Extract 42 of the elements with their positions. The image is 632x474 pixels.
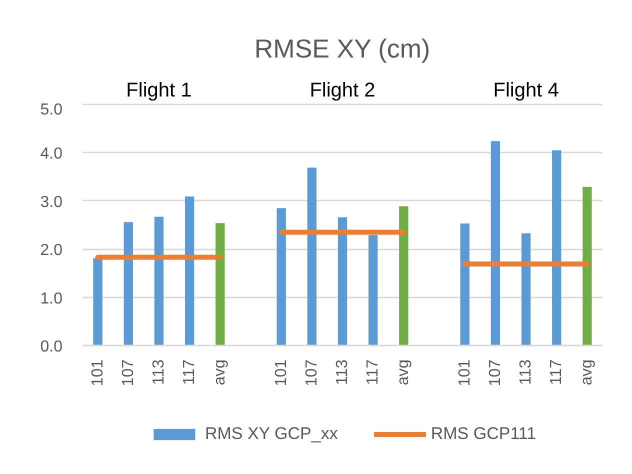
x-tick-label: avg	[212, 360, 229, 386]
y-tick-label: 3.0	[40, 194, 63, 211]
y-tick-label: 5.0	[40, 102, 63, 118]
y-tick-label: 0.0	[40, 338, 63, 356]
chart-title: RMSE XY (cm)	[254, 34, 430, 64]
text: Flight 1	[126, 80, 192, 102]
bar	[399, 206, 408, 346]
y-tick-label: 1.0	[40, 290, 63, 308]
x-tick-label: 101	[272, 359, 290, 386]
bar	[93, 258, 102, 346]
x-tick-label: 117	[364, 359, 382, 386]
x-tick-label: 101	[456, 359, 474, 386]
bar	[368, 235, 378, 346]
x-tick-label: avg	[395, 360, 412, 386]
x-tick-label: 117	[548, 359, 566, 386]
y-tick-label: 2.0	[40, 242, 63, 260]
bar	[521, 233, 531, 346]
x-tick-label: 117	[181, 359, 198, 386]
y-tick-label: 4.0	[40, 146, 63, 163]
x-tick-label: avg	[578, 360, 596, 386]
bar	[582, 186, 592, 346]
bar	[184, 196, 194, 346]
bar	[307, 168, 316, 346]
legend-label: RMS XY GCP_xx	[204, 424, 338, 444]
bar	[460, 224, 470, 346]
x-tick-label: 107	[486, 359, 504, 386]
x-tick-label: 113	[150, 359, 168, 386]
text: Flight 4	[493, 80, 559, 102]
legend-label: RMS GCP111	[430, 424, 536, 444]
x-tick-label: 107	[120, 359, 137, 386]
bar	[216, 223, 225, 346]
bar	[552, 150, 562, 346]
text: Flight 2	[310, 80, 376, 102]
bar	[338, 217, 348, 346]
x-tick-label: 113	[518, 359, 535, 386]
bar	[154, 216, 164, 346]
x-tick-label: 107	[303, 359, 320, 386]
x-tick-label: 101	[89, 359, 106, 386]
bar	[490, 141, 500, 346]
bar	[124, 222, 133, 346]
bar	[276, 208, 286, 346]
x-tick-label: 113	[334, 359, 351, 386]
